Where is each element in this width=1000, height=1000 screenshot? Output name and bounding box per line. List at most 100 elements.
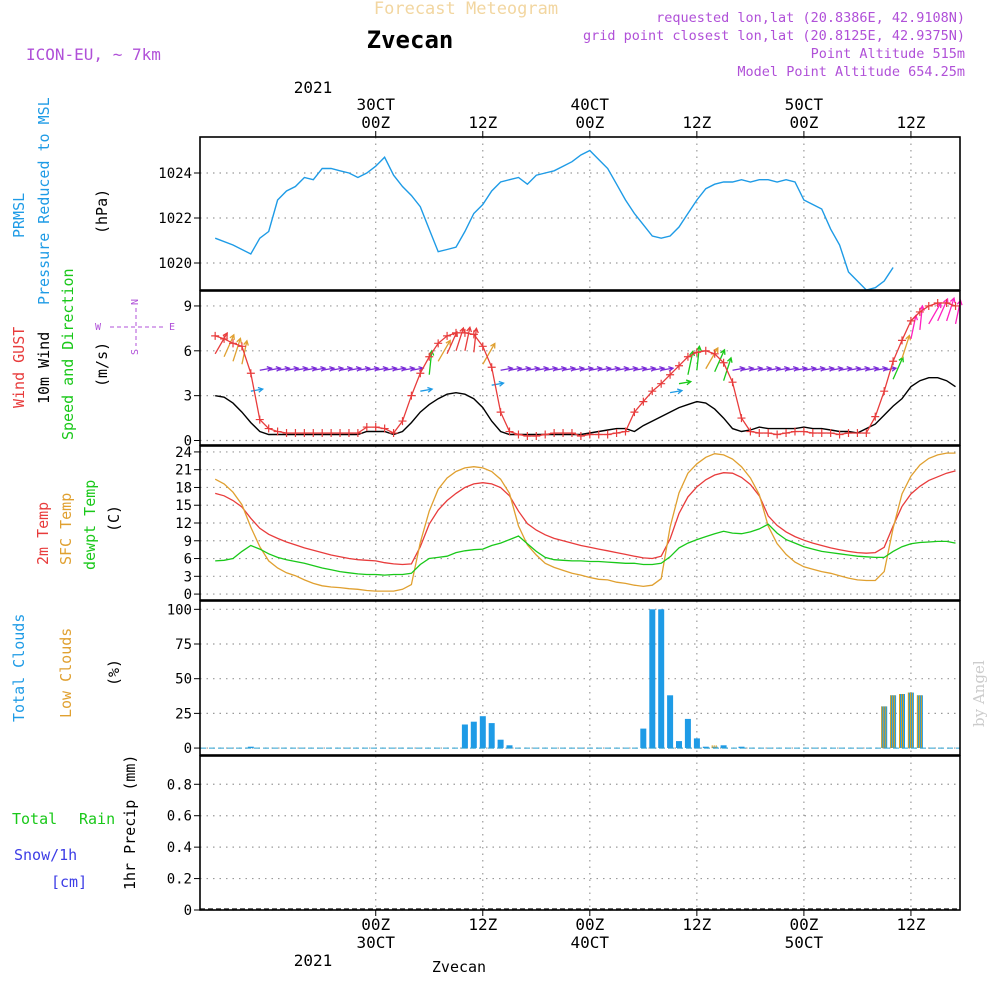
gust-marker — [416, 369, 425, 378]
wind-arrow-head — [676, 388, 684, 395]
location-title: Zvecan — [367, 26, 454, 54]
wind-direction-arrow — [946, 297, 955, 322]
gust-marker — [648, 387, 657, 396]
gust-marker — [871, 412, 880, 421]
wind-direction-arrow — [313, 367, 326, 371]
gust-marker — [514, 430, 523, 439]
wind-direction-arrow — [286, 367, 299, 371]
gust-marker — [737, 414, 746, 423]
gust-marker — [255, 415, 264, 424]
wind-direction-arrow — [714, 349, 726, 373]
gust-marker — [264, 424, 273, 433]
top-hour-label: 12Z — [896, 113, 925, 132]
low-cloud-bar — [894, 695, 896, 748]
wind-direction-arrow — [420, 388, 433, 392]
total-cloud-bar — [667, 695, 674, 748]
wind-direction-arrow — [643, 367, 656, 371]
gust-marker — [237, 342, 246, 351]
wind-unit-label: (m/s) — [93, 342, 111, 387]
clouds-unit-label: (%) — [105, 659, 123, 686]
wind-direction-arrow — [295, 367, 308, 371]
gust-marker — [639, 397, 648, 406]
y-tick-label: 1022 — [158, 211, 192, 227]
wind-direction-arrow — [768, 367, 781, 371]
gust-marker — [594, 430, 603, 439]
low-cloud-bar — [901, 694, 902, 749]
wind-direction-arrow — [750, 367, 763, 371]
wind-direction-arrow — [794, 367, 807, 371]
wind-direction-arrow — [473, 328, 478, 353]
gust-marker — [898, 336, 907, 345]
wind-direction-arrow — [223, 334, 235, 358]
wind-direction-arrow — [375, 367, 388, 371]
precip-unit-label: 1hr Precip (mm) — [121, 755, 139, 890]
total-cloud-bar — [470, 721, 477, 749]
wind-direction-arrow — [732, 367, 745, 371]
wind-arrow-head — [720, 348, 726, 355]
top-hour-label: 00Z — [575, 113, 604, 132]
requested-coords: requested lon,lat (20.8386E, 42.9108N) — [656, 10, 965, 26]
gust-marker — [710, 349, 719, 358]
y-tick-label: 0 — [184, 741, 192, 757]
wind-arrow-head — [428, 349, 435, 356]
bottom-year: 2021 — [294, 951, 333, 970]
low-cloud-bar — [715, 745, 717, 749]
y-tick-label: 0 — [184, 434, 192, 450]
wind-direction-arrow — [661, 367, 674, 371]
low-cloud-bar — [903, 694, 904, 749]
wind-direction-arrow — [741, 367, 754, 371]
low-cloud-bar — [885, 706, 887, 748]
y-tick-label: 1024 — [158, 166, 192, 182]
wind-direction-arrow — [545, 367, 558, 371]
wind-direction-arrow — [803, 367, 816, 371]
wind-direction-arrow — [580, 367, 593, 371]
y-tick-label: 0.6 — [167, 809, 192, 825]
gust-marker — [344, 429, 353, 438]
gust-marker — [353, 429, 362, 438]
low-cloud-bar — [890, 695, 892, 748]
wind-direction-arrow — [554, 367, 567, 371]
gust-marker — [924, 301, 933, 310]
panel-frame-precip — [199, 755, 961, 911]
gust-marker — [826, 429, 835, 438]
gust-marker — [808, 429, 817, 438]
total-cloud-bar — [247, 746, 254, 749]
gust-marker — [550, 429, 559, 438]
wind-direction-arrow — [339, 367, 352, 371]
y-tick-label: 9 — [184, 534, 192, 550]
wind-direction-arrow — [848, 367, 861, 371]
total-cloud-bar — [693, 738, 700, 749]
wind-direction-arrow — [348, 367, 361, 371]
pressure-line — [214, 149, 894, 291]
gust-marker — [746, 427, 755, 436]
gust-marker — [211, 331, 220, 340]
t2m-label: 2m Temp — [34, 502, 52, 565]
wind-direction-arrow — [393, 367, 406, 371]
y-tick-label: 0.8 — [167, 777, 192, 793]
gust-marker — [380, 424, 389, 433]
gust-marker — [782, 429, 791, 438]
panel-frames: 1024102210209630242118151296301007550250… — [158, 136, 961, 919]
wind-direction-arrow — [562, 367, 575, 371]
top-hour-label: 00Z — [361, 113, 390, 132]
gust-marker — [657, 379, 666, 388]
temp-series-2 — [215, 523, 956, 576]
y-tick-label: 15 — [175, 498, 192, 514]
wind-direction-arrow — [536, 367, 549, 371]
gust-marker — [835, 430, 844, 439]
total-cloud-bar — [676, 741, 682, 748]
gust-marker — [692, 348, 701, 357]
low-clouds-label: Low Clouds — [57, 628, 75, 718]
panel-frame-pressure — [199, 136, 961, 291]
gust-marker — [719, 358, 728, 367]
gust-marker — [336, 429, 345, 438]
wind-direction-arrow — [901, 335, 911, 359]
wind-arrow-head — [229, 333, 235, 340]
wind-gust-label: Wind GUST — [10, 327, 28, 408]
wind-direction-arrow — [402, 367, 415, 371]
low-cloud-bar — [916, 695, 918, 748]
wind-direction-arrow — [777, 367, 790, 371]
wind-direction-arrow — [277, 367, 290, 371]
gust-marker — [880, 387, 889, 396]
